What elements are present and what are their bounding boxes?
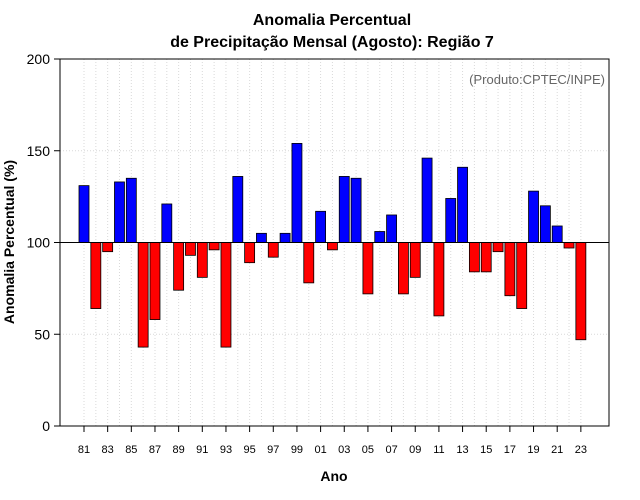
bar-96	[256, 232, 267, 243]
x-tick-label: 81	[78, 444, 90, 456]
chart-title-line1: Anomalia Percentual	[253, 12, 411, 29]
x-tick-label: 15	[480, 444, 492, 456]
x-tick-label: 03	[338, 444, 350, 456]
x-axis-label: Ano	[320, 468, 347, 484]
bar-12	[445, 198, 457, 243]
x-tick-label: 93	[220, 444, 232, 456]
bar-06	[374, 231, 386, 243]
x-tick-label: 95	[243, 444, 255, 456]
bar-09	[409, 242, 421, 278]
bar-07	[386, 214, 397, 243]
x-axis: 81 83 85 87 89 91 93 95 97 99 01 03 05 07 09 11 13 15 17 19…	[78, 426, 587, 456]
y-axis: 0 50 100 150 200	[27, 51, 60, 434]
bar-93	[220, 242, 232, 348]
bar-23	[575, 242, 587, 341]
bar-98	[279, 232, 291, 243]
bar-18	[516, 242, 528, 309]
bar-02	[327, 242, 338, 251]
x-tick-label: 09	[409, 444, 421, 456]
bar-01	[315, 210, 327, 243]
x-tick-label: 99	[291, 444, 303, 456]
y-tick-label: 100	[27, 235, 51, 251]
credit-text: (Produto:CPTEC/INPE)	[469, 72, 605, 87]
x-tick-label: 17	[504, 444, 516, 456]
y-tick-label: 200	[27, 51, 51, 67]
bar-89	[173, 242, 185, 291]
bar-05	[362, 242, 374, 295]
bar-14	[468, 242, 480, 273]
x-tick-label: 21	[551, 444, 563, 456]
bar-04	[350, 177, 362, 243]
x-tick-label: 83	[102, 444, 114, 456]
bar-87	[149, 242, 161, 320]
x-tick-label: 19	[527, 444, 539, 456]
bar-13	[457, 166, 468, 243]
bar-81	[78, 185, 90, 243]
x-tick-label: 11	[433, 444, 444, 456]
bar-88	[161, 203, 173, 243]
y-tick-label: 50	[34, 326, 50, 342]
x-tick-label: 13	[456, 444, 468, 456]
x-tick-label: 91	[196, 444, 208, 456]
bar-99	[291, 143, 303, 243]
bar-86	[137, 242, 149, 348]
y-tick-label: 0	[42, 418, 50, 434]
y-tick-label: 150	[27, 143, 51, 159]
x-tick-label: 87	[149, 444, 161, 456]
bar-11	[433, 242, 445, 317]
bar-84	[114, 181, 125, 243]
bar-97	[267, 242, 279, 258]
bar-08	[398, 242, 409, 295]
bar-94	[232, 176, 244, 243]
bar-17	[504, 242, 516, 297]
y-axis-label: Anomalia Percentual (%)	[1, 160, 17, 324]
bar-16	[492, 242, 504, 253]
bar-85	[125, 177, 137, 243]
x-tick-label: 05	[362, 444, 374, 456]
x-tick-label: 85	[125, 444, 137, 456]
x-tick-label: 01	[314, 444, 326, 456]
bar-91	[196, 242, 208, 278]
chart-title-line2: de Precipitação Mensal (Agosto): Região …	[170, 34, 494, 51]
bar-95	[244, 242, 256, 264]
x-tick-label: 89	[173, 444, 185, 456]
bar-19	[528, 190, 539, 243]
bar-92	[208, 242, 220, 251]
bar-90	[185, 242, 196, 256]
bar-20	[539, 205, 551, 243]
bar-82	[90, 242, 102, 309]
x-tick-label: 23	[575, 444, 587, 456]
bar-00	[303, 242, 315, 284]
bar-15	[480, 242, 492, 273]
bars	[78, 143, 587, 348]
bar-22	[563, 242, 575, 249]
x-tick-label: 07	[385, 444, 397, 456]
bar-21	[551, 225, 563, 243]
bar-10	[421, 157, 433, 243]
x-tick-label: 97	[267, 444, 279, 456]
bar-03	[338, 176, 350, 243]
bar-83	[102, 242, 114, 253]
